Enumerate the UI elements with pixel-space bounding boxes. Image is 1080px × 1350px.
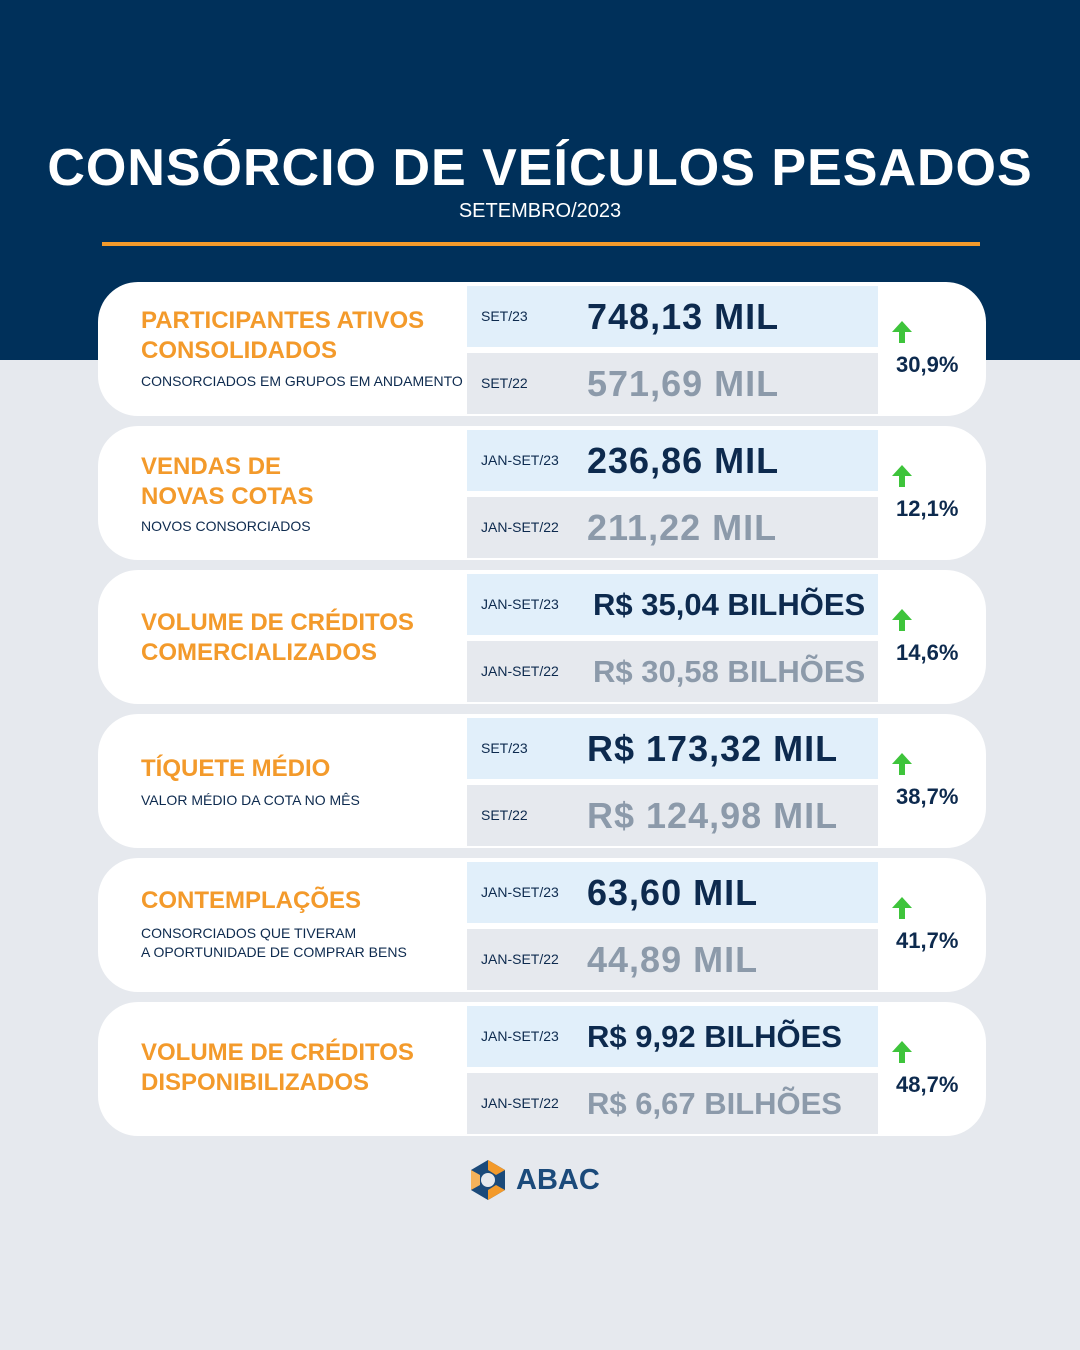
card-title: CONTEMPLAÇÕES	[141, 887, 362, 914]
metric-card-participantes: PARTICIPANTES ATIVOS CONSOLIDADOS CONSOR…	[98, 282, 986, 416]
abac-logo-icon	[471, 1160, 505, 1200]
change-percent: 14,6%	[896, 640, 959, 665]
period-value: R$ 35,04 BILHÕES	[593, 587, 866, 622]
change-percent: 41,7%	[896, 928, 959, 953]
current-period-row: JAN-SET/23 R$ 35,04 BILHÕES	[467, 574, 878, 635]
period-value: 748,13 MIL	[587, 296, 780, 337]
period-value: 211,22 MIL	[587, 507, 778, 548]
metric-card-creditos-comercializados: VOLUME DE CRÉDITOS COMERCIALIZADOS JAN-S…	[98, 570, 986, 704]
period-label: JAN-SET/22	[481, 1095, 559, 1111]
card-title: VOLUME DE CRÉDITOS DISPONIBILIZADOS	[141, 1039, 414, 1096]
card-description: VALOR MÉDIO DA COTA NO MÊS	[141, 792, 360, 808]
metric-card-tiquete-medio: TÍQUETE MÉDIO VALOR MÉDIO DA COTA NO MÊS…	[98, 714, 986, 848]
current-period-row: SET/23 748,13 MIL	[467, 286, 878, 347]
title-divider	[102, 242, 980, 246]
previous-period-row: SET/22 R$ 124,98 MIL	[467, 785, 878, 846]
page-subtitle: SETEMBRO/2023	[458, 200, 622, 222]
current-period-row: JAN-SET/23 63,60 MIL	[467, 862, 878, 923]
arrow-up-icon	[892, 465, 912, 487]
abac-logo: ABAC	[466, 1158, 616, 1202]
change-percent: 12,1%	[896, 496, 959, 521]
current-period-row: JAN-SET/23 R$ 9,92 BILHÕES	[467, 1006, 878, 1067]
period-value: 63,60 MIL	[587, 872, 759, 913]
metric-card-contemplacoes: CONTEMPLAÇÕES CONSORCIADOS QUE TIVERAM A…	[98, 858, 986, 992]
period-label: SET/22	[481, 807, 528, 823]
metric-card-vendas: VENDAS DE NOVAS COTAS NOVOS CONSORCIADOS…	[98, 426, 986, 560]
period-label: JAN-SET/23	[481, 452, 559, 468]
period-label: JAN-SET/22	[481, 663, 559, 679]
current-period-row: SET/23 R$ 173,32 MIL	[467, 718, 878, 779]
previous-period-row: JAN-SET/22 44,89 MIL	[467, 929, 878, 990]
previous-period-row: JAN-SET/22 211,22 MIL	[467, 497, 878, 558]
card-description: NOVOS CONSORCIADOS	[141, 518, 311, 534]
arrow-up-icon	[892, 321, 912, 343]
card-title: VOLUME DE CRÉDITOS COMERCIALIZADOS	[141, 609, 414, 666]
period-label: SET/23	[481, 308, 528, 324]
period-value: R$ 124,98 MIL	[587, 795, 839, 836]
period-value: 571,69 MIL	[587, 363, 780, 404]
previous-period-row: SET/22 571,69 MIL	[467, 353, 878, 414]
card-title: PARTICIPANTES ATIVOS CONSOLIDADOS	[141, 307, 425, 364]
period-label: JAN-SET/23	[481, 1028, 559, 1044]
arrow-up-icon	[892, 609, 912, 631]
period-value: 44,89 MIL	[587, 939, 759, 980]
card-description: CONSORCIADOS QUE TIVERAM A OPORTUNIDADE …	[141, 925, 407, 960]
page-title: CONSÓRCIO DE VEÍCULOS PESADOS	[47, 139, 1033, 197]
previous-period-row: JAN-SET/22 R$ 6,67 BILHÕES	[467, 1073, 878, 1134]
period-label: JAN-SET/22	[481, 519, 559, 535]
arrow-up-icon	[892, 1041, 912, 1063]
previous-period-row: JAN-SET/22 R$ 30,58 BILHÕES	[467, 641, 878, 702]
current-period-row: JAN-SET/23 236,86 MIL	[467, 430, 878, 491]
period-label: SET/22	[481, 375, 528, 391]
period-label: JAN-SET/23	[481, 596, 559, 612]
logo-text: ABAC	[516, 1164, 600, 1196]
card-description: CONSORCIADOS EM GRUPOS EM ANDAMENTO	[141, 373, 463, 389]
period-value: 236,86 MIL	[587, 440, 780, 481]
arrow-up-icon	[892, 897, 912, 919]
change-percent: 30,9%	[896, 352, 959, 377]
metric-card-creditos-disponibilizados: VOLUME DE CRÉDITOS DISPONIBILIZADOS JAN-…	[98, 1002, 986, 1136]
period-value: R$ 9,92 BILHÕES	[587, 1019, 842, 1054]
change-percent: 48,7%	[896, 1072, 959, 1097]
period-value: R$ 6,67 BILHÕES	[587, 1086, 842, 1121]
card-title: VENDAS DE NOVAS COTAS	[141, 453, 314, 510]
period-label: SET/23	[481, 740, 528, 756]
period-value: R$ 173,32 MIL	[587, 728, 839, 769]
period-label: JAN-SET/23	[481, 884, 559, 900]
arrow-up-icon	[892, 753, 912, 775]
period-value: R$ 30,58 BILHÕES	[593, 654, 866, 689]
change-percent: 38,7%	[896, 784, 959, 809]
card-title: TÍQUETE MÉDIO	[141, 755, 331, 782]
period-label: JAN-SET/22	[481, 951, 559, 967]
